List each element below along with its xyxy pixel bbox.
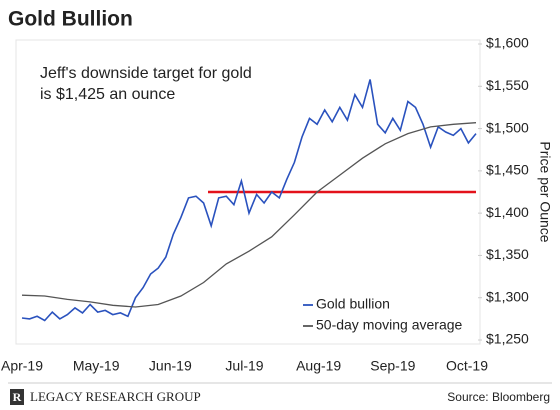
y-tick-label: $1,300: [486, 288, 529, 304]
source: Source: Bloomberg: [447, 390, 550, 404]
y-tick-label: $1,400: [486, 204, 529, 220]
y-axis-label: Price per Ounce: [537, 141, 553, 242]
y-tick-label: $1,450: [486, 162, 529, 178]
y-tick-label: $1,250: [486, 331, 529, 347]
x-tick-label: Apr-19: [1, 358, 43, 374]
y-tick-label: $1,600: [486, 35, 529, 51]
logo: [10, 389, 24, 405]
x-tick-label: Aug-19: [296, 358, 341, 374]
series-line: [21, 79, 477, 322]
logo-letter: R: [13, 390, 22, 404]
legend-label: Gold bullion: [316, 296, 390, 312]
annotation: Jeff's downside target for gold: [40, 65, 252, 82]
x-tick-label: May-19: [73, 358, 120, 374]
x-tick-label: Jul-19: [225, 358, 263, 374]
y-tick-label: $1,500: [486, 119, 529, 135]
plot-frame: [15, 39, 481, 345]
chart-title: Gold Bullion: [8, 8, 133, 31]
y-tick-label: $1,350: [486, 246, 529, 262]
legend-label: 50-day moving average: [316, 317, 463, 333]
x-tick-label: Sep-19: [370, 358, 415, 374]
y-tick-label: $1,550: [486, 77, 529, 93]
series-line: [21, 122, 477, 308]
x-tick-label: Jun-19: [149, 358, 192, 374]
annotation: is $1,425 an ounce: [40, 86, 175, 103]
x-tick-label: Oct-19: [446, 358, 488, 374]
brand: LEGACY RESEARCH GROUP: [30, 389, 201, 404]
